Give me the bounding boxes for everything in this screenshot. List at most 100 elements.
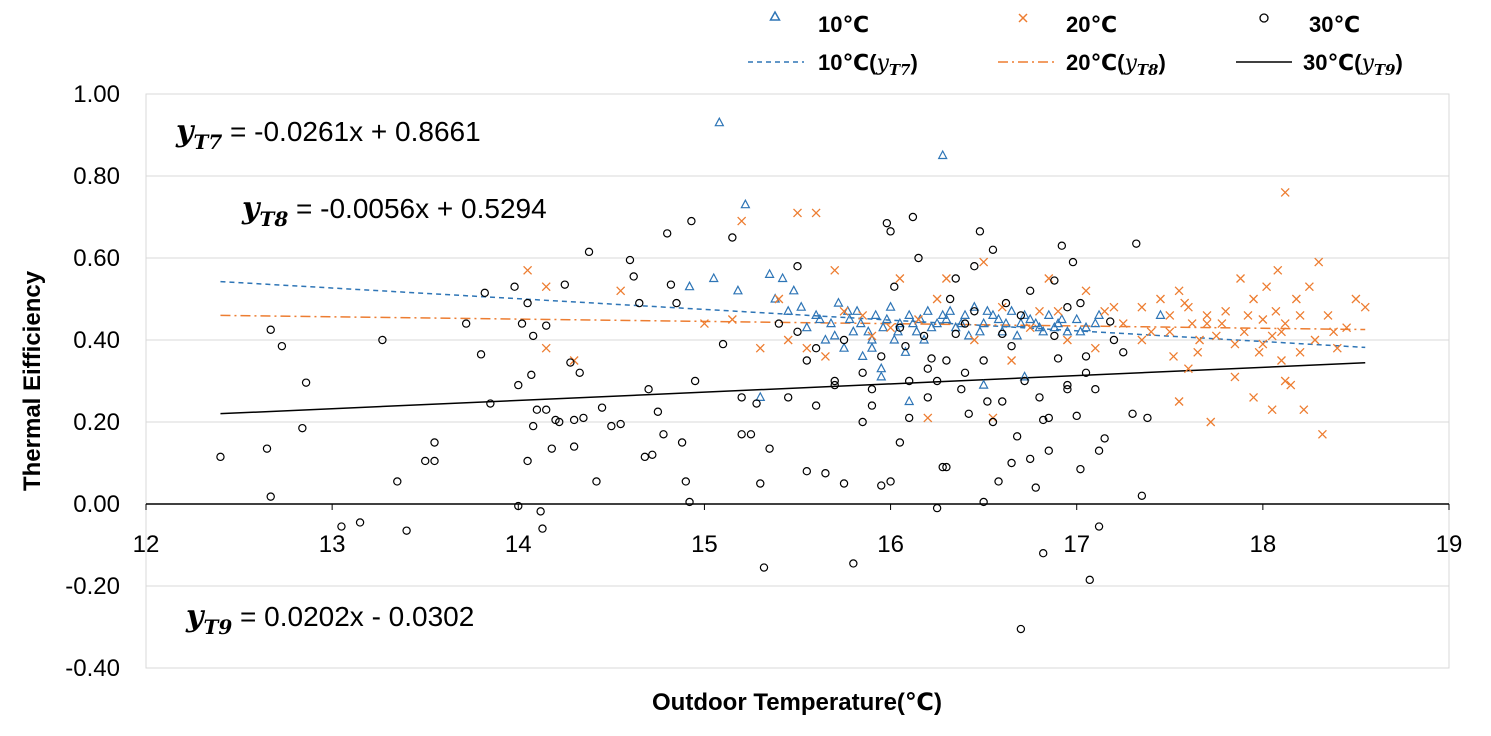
point-x (1062, 335, 1072, 345)
x-tick-label: 15 (691, 531, 718, 558)
point-circle (802, 356, 812, 365)
point-circle (1025, 286, 1035, 295)
point-triangle (833, 297, 844, 307)
legend: 10℃ 20℃ 30℃ 10℃(yT7) 20℃(yT8) 30℃(yT9) (748, 10, 1403, 79)
point-x (1243, 310, 1253, 320)
point-circle (584, 247, 594, 257)
point-circle (301, 378, 311, 387)
point-circle (532, 405, 542, 414)
point-circle (681, 477, 691, 486)
point-x (997, 302, 1007, 312)
point-circle (849, 559, 858, 568)
point-circle (659, 430, 668, 439)
point-triangle (911, 326, 922, 336)
point-x (1277, 327, 1286, 337)
legend-trend-10c: 10℃(yT7) (818, 50, 918, 79)
point-circle (592, 477, 601, 486)
point-x (1169, 351, 1178, 361)
point-triangle (904, 395, 915, 406)
eq-t8-rhs: = -0.0056x + 0.5294 (288, 193, 546, 224)
point-triangle (1071, 313, 1082, 324)
point-circle (1031, 483, 1040, 492)
point-circle (1039, 549, 1048, 558)
point-circle (523, 456, 532, 466)
point-circle (975, 227, 985, 236)
point-circle (1063, 385, 1072, 394)
point-circle (635, 298, 644, 308)
point-triangle (900, 346, 911, 356)
point-circle (830, 380, 839, 390)
point-x (1295, 310, 1305, 320)
point-circle (988, 417, 998, 427)
point-circle (1091, 385, 1100, 394)
point-triangle (848, 326, 859, 336)
point-circle (951, 274, 960, 283)
point-circle (666, 280, 676, 289)
point-triangle (894, 317, 905, 328)
point-triangle (978, 379, 989, 389)
point-circle (821, 469, 830, 478)
equation-t8: yT8 = -0.0056x + 0.5294 (241, 191, 547, 231)
point-triangle (863, 326, 874, 336)
point-circle (1132, 239, 1141, 248)
point-circle (677, 438, 687, 447)
point-x (1081, 286, 1091, 296)
point-circle (1137, 491, 1147, 500)
point-circle (1035, 393, 1044, 402)
point-circle (1012, 432, 1022, 441)
point-circle (877, 481, 886, 490)
point-x (523, 265, 533, 275)
point-circle (1106, 317, 1115, 326)
point-triangle (881, 313, 892, 324)
point-circle (1076, 298, 1085, 308)
eq-t9-rhs: = 0.0202x - 0.0302 (232, 601, 474, 632)
x-axis-title: Outdoor Temperature(℃) (652, 689, 942, 716)
point-circle (523, 298, 532, 308)
point-triangle (714, 116, 725, 127)
point-circle (890, 282, 899, 291)
trendline-s30 (220, 362, 1366, 415)
point-triangle (969, 301, 980, 311)
point-triangle (1155, 309, 1166, 319)
eq-t7-y: y (175, 114, 196, 149)
point-triangle (937, 149, 948, 160)
point-x (1035, 306, 1044, 316)
point-circle (839, 335, 849, 345)
point-x (1317, 429, 1327, 439)
y-tick-label: 0.20 (73, 409, 120, 436)
point-circle (648, 450, 657, 459)
point-circle (1100, 434, 1109, 443)
point-x (1277, 356, 1286, 365)
point-circle (527, 370, 536, 380)
point-circle (774, 319, 784, 328)
point-x (616, 286, 626, 296)
point-circle (560, 280, 570, 289)
point-x (941, 274, 951, 283)
point-triangle (876, 371, 887, 381)
point-circle (1072, 411, 1081, 421)
point-x (979, 257, 989, 267)
point-x (699, 319, 709, 329)
point-circle (1016, 311, 1026, 320)
point-triangle (764, 268, 775, 278)
point-x (867, 331, 877, 341)
y-tick-label: 1.00 (73, 81, 120, 108)
point-circle (998, 329, 1007, 339)
x-tick-label: 18 (1250, 531, 1277, 558)
point-circle (737, 393, 746, 402)
point-triangle (922, 305, 933, 315)
point-x (1249, 294, 1259, 304)
point-circle (266, 325, 275, 334)
eq-t8-sub: T8 (259, 207, 288, 231)
point-triangle (904, 309, 915, 319)
point-x (1053, 306, 1063, 316)
point-circle (298, 423, 307, 433)
point-circle (970, 307, 979, 316)
point-x (1267, 405, 1277, 415)
point-circle (1053, 354, 1063, 363)
point-circle (1001, 298, 1011, 308)
point-x (802, 343, 812, 353)
point-x (858, 310, 868, 320)
point-circle (277, 341, 287, 351)
point-x (1329, 327, 1339, 337)
